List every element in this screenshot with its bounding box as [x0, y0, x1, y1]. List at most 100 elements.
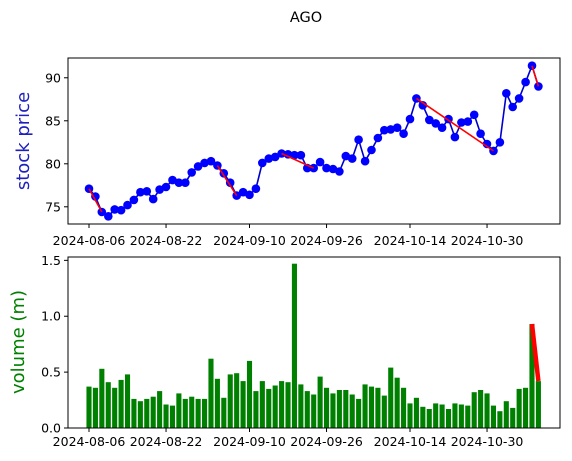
price-point: [193, 162, 203, 171]
volume-bar: [375, 387, 381, 428]
price-point: [206, 156, 216, 166]
chart-title: AGO: [290, 10, 322, 26]
volume-bar: [368, 386, 375, 428]
price-point: [367, 145, 376, 155]
volume-x-ticks: 2024-08-06 2024-08-22 2024-09-10 2024-09-26…: [53, 428, 523, 449]
volume-bar: [157, 391, 163, 428]
volume-bar: [490, 405, 497, 428]
price-point: [283, 150, 293, 159]
price-point: [431, 119, 441, 128]
price-point: [322, 163, 331, 173]
price-point: [476, 129, 485, 138]
volume-bar: [497, 411, 503, 428]
volume-bar: [413, 397, 419, 428]
volume-bar: [471, 392, 477, 428]
volume-bar: [394, 377, 400, 428]
volume-bar: [484, 393, 490, 428]
volume-bar: [420, 406, 426, 428]
price-x-tick-label: 2024-09-26: [290, 233, 363, 248]
price-point: [425, 115, 434, 125]
volume-x-tick-label: 2024-09-10: [213, 434, 286, 449]
volume-bar: [452, 403, 458, 428]
price-point: [521, 77, 530, 87]
volume-bar: [439, 404, 445, 428]
price-point: [110, 205, 119, 214]
volume-bar: [401, 387, 407, 428]
volume-bar: [458, 404, 464, 428]
volume-bar: [336, 390, 342, 428]
price-x-tick-label: 2024-10-14: [374, 233, 447, 248]
volume-bar: [343, 390, 349, 428]
volume-bar: [523, 387, 529, 428]
price-point: [418, 101, 428, 110]
volume-y-axis-label: volume (m): [8, 290, 29, 394]
volume-bar: [137, 401, 143, 428]
price-point: [360, 156, 370, 166]
price-point: [347, 154, 357, 163]
volume-bar: [279, 381, 285, 428]
volume-axes-frame: [67, 256, 561, 429]
volume-panel: 0.0 0.5 1.0 1.5 2024-08-06 2024-08-22 2024-09…: [8, 253, 561, 449]
volume-bar: [433, 403, 439, 428]
price-point: [161, 182, 171, 192]
volume-bar: [266, 388, 272, 428]
volume-bar: [240, 381, 246, 428]
volume-bar: [150, 396, 156, 428]
volume-bar: [529, 324, 535, 428]
volume-bar: [144, 398, 150, 428]
price-point: [84, 184, 94, 193]
price-plot-area: [84, 61, 543, 221]
volume-bar: [182, 398, 188, 428]
volume-bar: [221, 397, 227, 428]
price-y-tick-label: 85: [45, 113, 61, 128]
price-x-tick-label: 2024-08-06: [53, 233, 126, 248]
price-point: [251, 184, 261, 193]
price-x-tick-label: 2024-10-30: [451, 233, 524, 248]
volume-y-tick-label: 0.5: [41, 365, 61, 380]
price-point: [450, 132, 460, 142]
price-point: [225, 178, 235, 187]
volume-bar: [317, 376, 323, 428]
price-point: [174, 178, 184, 187]
price-point: [489, 146, 498, 156]
price-point: [508, 102, 517, 112]
volume-y-tick-label: 1.5: [41, 253, 61, 268]
volume-bar: [349, 394, 355, 428]
price-point: [258, 158, 267, 168]
price-trend-segment: [88, 188, 103, 213]
volume-bar: [208, 358, 214, 428]
volume-bar: [195, 398, 201, 428]
volume-bar: [535, 381, 541, 428]
volume-bar: [285, 382, 291, 428]
volume-bar: [86, 386, 92, 428]
price-point: [315, 157, 325, 167]
price-trend-segment: [531, 65, 540, 87]
volume-bar: [118, 379, 124, 428]
price-point: [129, 195, 139, 205]
price-x-tick-label: 2024-08-22: [130, 233, 203, 248]
price-point: [213, 161, 222, 170]
price-line: [88, 63, 540, 218]
price-point: [527, 61, 537, 70]
price-point: [482, 139, 492, 149]
price-point: [380, 125, 389, 135]
volume-bar: [311, 394, 317, 428]
price-point: [187, 168, 196, 177]
volume-bar: [478, 390, 484, 428]
volume-bar: [169, 405, 176, 428]
price-point: [296, 150, 306, 160]
volume-bar: [189, 396, 195, 428]
volume-bar: [388, 367, 394, 428]
volume-bar: [503, 401, 509, 428]
price-point: [373, 133, 383, 143]
volume-trend-segment: [529, 323, 541, 382]
volume-y-tick-label: 1.0: [41, 309, 61, 324]
volume-bar: [234, 373, 240, 428]
volume-bar: [510, 407, 516, 428]
volume-bar: [381, 395, 387, 428]
price-point: [534, 82, 543, 91]
price-trend-segment: [281, 152, 315, 169]
volume-bar: [112, 387, 118, 428]
price-point: [502, 89, 511, 98]
